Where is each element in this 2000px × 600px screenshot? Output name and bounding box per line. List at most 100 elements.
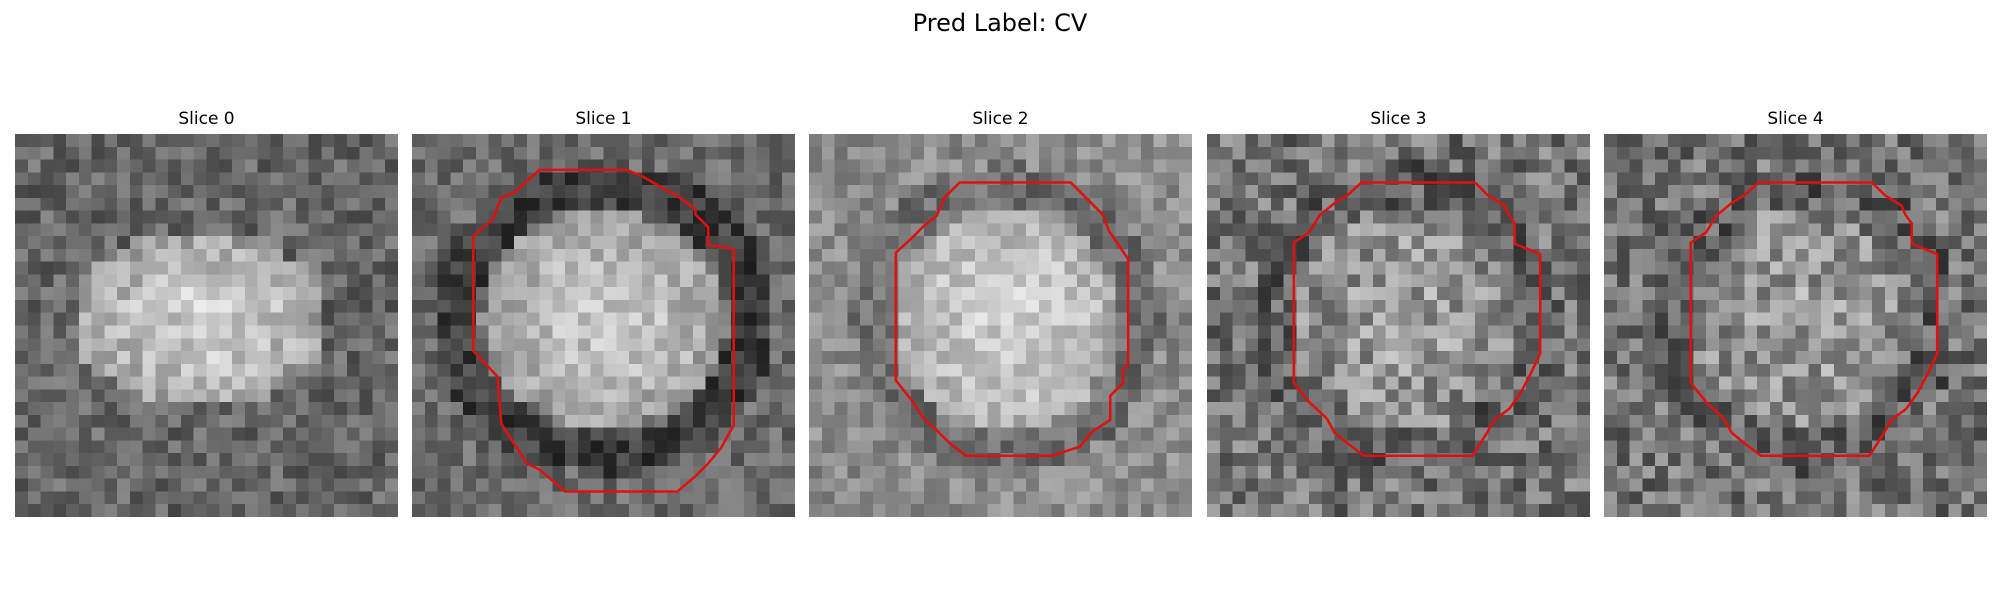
image-pixel: [1462, 478, 1476, 492]
image-pixel: [1309, 414, 1323, 428]
image-pixel: [1064, 146, 1078, 160]
image-pixel: [1923, 210, 1937, 224]
image-pixel: [91, 465, 105, 479]
image-pixel: [1411, 325, 1425, 339]
image-pixel: [295, 478, 309, 492]
image-pixel: [1513, 299, 1527, 313]
image-pixel: [1795, 414, 1809, 428]
image-pixel: [40, 427, 54, 441]
image-pixel: [372, 504, 386, 517]
image-pixel: [1655, 414, 1669, 428]
image-pixel: [1140, 376, 1154, 390]
image-pixel: [1245, 248, 1259, 262]
image-pixel: [962, 389, 976, 403]
image-pixel: [565, 261, 579, 275]
image-pixel: [27, 414, 41, 428]
image-pixel: [1577, 338, 1590, 352]
image-pixel: [1642, 261, 1656, 275]
image-pixel: [872, 427, 886, 441]
image-pixel: [692, 261, 706, 275]
image-pixel: [936, 478, 950, 492]
image-pixel: [1782, 236, 1796, 250]
image-pixel: [1449, 465, 1463, 479]
image-pixel: [1153, 465, 1167, 479]
image-pixel: [680, 491, 694, 505]
image-pixel: [129, 299, 143, 313]
image-pixel: [872, 197, 886, 211]
image-pixel: [257, 338, 271, 352]
image-pixel: [1910, 427, 1924, 441]
image-pixel: [974, 261, 988, 275]
image-pixel: [412, 159, 426, 173]
image-pixel: [565, 440, 579, 454]
image-pixel: [1642, 338, 1656, 352]
image-pixel: [180, 504, 194, 517]
image-pixel: [782, 287, 795, 301]
image-pixel: [142, 351, 156, 365]
image-pixel: [1808, 274, 1822, 288]
image-pixel: [1296, 261, 1310, 275]
image-pixel: [53, 159, 67, 173]
image-pixel: [412, 312, 426, 326]
image-pixel: [1833, 389, 1847, 403]
image-pixel: [1270, 453, 1284, 467]
image-pixel: [1782, 363, 1796, 377]
image-pixel: [308, 427, 322, 441]
image-pixel: [232, 363, 246, 377]
image-pixel: [463, 453, 477, 467]
image-pixel: [1321, 478, 1335, 492]
image-pixel: [923, 134, 937, 148]
image-pixel: [1923, 504, 1937, 517]
image-pixel: [424, 274, 438, 288]
image-pixel: [821, 491, 835, 505]
image-pixel: [1744, 146, 1758, 160]
image-pixel: [898, 414, 912, 428]
image-pixel: [1089, 146, 1103, 160]
image-pixel: [514, 146, 528, 160]
image-pixel: [78, 287, 92, 301]
image-pixel: [1538, 159, 1552, 173]
image-pixel: [565, 427, 579, 441]
image-pixel: [346, 172, 360, 186]
image-pixel: [1283, 146, 1297, 160]
image-pixel: [385, 223, 398, 237]
image-pixel: [1859, 146, 1873, 160]
image-pixel: [1296, 414, 1310, 428]
image-pixel: [898, 197, 912, 211]
image-pixel: [1782, 427, 1796, 441]
image-pixel: [66, 223, 80, 237]
slice-title: Slice 3: [1370, 109, 1427, 129]
image-pixel: [1769, 210, 1783, 224]
image-pixel: [1270, 504, 1284, 517]
image-pixel: [1884, 351, 1898, 365]
image-pixel: [1038, 185, 1052, 199]
image-pixel: [219, 223, 233, 237]
image-pixel: [1475, 210, 1489, 224]
image-pixel: [1526, 414, 1540, 428]
image-pixel: [1795, 299, 1809, 313]
image-pixel: [1642, 376, 1656, 390]
image-pixel: [308, 210, 322, 224]
image-pixel: [731, 478, 745, 492]
image-pixel: [1462, 402, 1476, 416]
image-pixel: [1026, 159, 1040, 173]
image-pixel: [450, 248, 464, 262]
image-pixel: [372, 389, 386, 403]
image-pixel: [142, 299, 156, 313]
image-pixel: [321, 236, 335, 250]
image-pixel: [1372, 312, 1386, 326]
image-pixel: [1500, 197, 1514, 211]
image-pixel: [1258, 159, 1272, 173]
image-pixel: [1140, 453, 1154, 467]
image-pixel: [1667, 312, 1681, 326]
image-pixel: [283, 402, 297, 416]
image-pixel: [372, 134, 386, 148]
image-pixel: [1961, 197, 1975, 211]
image-pixel: [1232, 351, 1246, 365]
image-pixel: [142, 504, 156, 517]
image-pixel: [488, 325, 502, 339]
image-pixel: [1808, 325, 1822, 339]
image-pixel: [1013, 389, 1027, 403]
image-pixel: [1744, 134, 1758, 148]
image-pixel: [1140, 440, 1154, 454]
